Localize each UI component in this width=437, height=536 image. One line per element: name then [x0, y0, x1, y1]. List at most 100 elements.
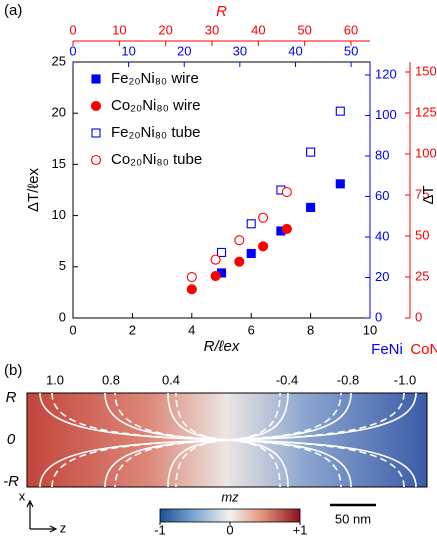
x-tick-label: 4 [188, 322, 195, 337]
data-point [186, 271, 197, 283]
right-tick-label: 40 [375, 228, 389, 243]
y-axis-label: ΔT/ℓex [25, 167, 42, 212]
top-tick-label: 10 [121, 43, 135, 58]
x-tick-label: 6 [248, 322, 255, 337]
data-point [210, 254, 221, 265]
data-point [281, 186, 292, 198]
panel-b [26, 392, 428, 533]
right-axis-name: CoNi [410, 341, 437, 358]
legend-label: Co₂₀Ni₈₀ wire [111, 97, 201, 114]
y-label: R [6, 389, 17, 406]
contour-line [51, 392, 229, 441]
data-point [306, 147, 316, 157]
data-point [335, 106, 345, 116]
colorbar-tick-label: +1 [293, 522, 308, 536]
contour-line [227, 439, 417, 488]
right-tick-label: 50 [415, 227, 429, 242]
data-point [335, 179, 345, 189]
axis-icon-label: x [19, 488, 26, 503]
contour-line [227, 392, 417, 441]
y-label: 0 [7, 431, 16, 448]
right-tick-label: 150 [415, 63, 437, 78]
y-tick-label: 25 [52, 53, 66, 68]
contour-line [175, 392, 229, 441]
right-tick-label: 20 [375, 269, 389, 284]
panel-label: (a) [4, 2, 22, 19]
right-tick-label: 0 [375, 309, 382, 324]
legend-marker [91, 74, 101, 84]
colorbar-tick-label: -1 [154, 522, 166, 536]
contour-line [227, 439, 281, 488]
top-tick-label: 50 [344, 43, 358, 58]
contour-label: 0.8 [102, 372, 120, 387]
contour-line [51, 439, 229, 488]
right-tick-label: 120 [375, 66, 397, 81]
data-point [234, 256, 245, 267]
x-tick-label: 0 [69, 322, 76, 337]
legend-marker [90, 100, 102, 112]
right-tick-label: 80 [375, 147, 389, 162]
contour-line [175, 439, 229, 488]
data-point [246, 219, 256, 229]
axes-icon [26, 499, 58, 533]
data-point [258, 212, 269, 223]
y-tick-label: 0 [59, 309, 66, 324]
colorbar-tick-label: 0 [226, 522, 233, 536]
contours [39, 392, 417, 488]
contour-line [227, 392, 405, 441]
y-tick-label: 20 [52, 105, 66, 120]
data-point [246, 248, 256, 259]
colorbar-label: mz [221, 489, 239, 504]
right-tick-label: 125 [415, 104, 437, 119]
contour-line [227, 439, 405, 488]
contour-line [39, 392, 229, 441]
data-point [216, 247, 227, 258]
top-tick-label: 60 [344, 22, 358, 37]
top-tick-label: 50 [297, 22, 311, 37]
right-axis-name: FeNi [371, 341, 403, 358]
legend-label: Fe₂₀Ni₈₀ wire [111, 70, 199, 87]
right-axis-label: ΔT [420, 185, 437, 204]
data-point [281, 223, 292, 234]
right-tick-label: 60 [375, 188, 389, 203]
legend-label: Co₂₀Ni₈₀ tube [111, 151, 202, 168]
x-tick-label: 2 [129, 322, 136, 337]
data-point [306, 202, 316, 212]
legend-label: Fe₂₀Ni₈₀ tube [111, 124, 201, 141]
data-point [258, 241, 269, 252]
right-tick-label: 100 [415, 145, 437, 160]
right-tick-label: 25 [415, 268, 429, 283]
top-tick-label: 0 [69, 22, 76, 37]
top-tick-label: 0 [69, 43, 76, 58]
y-tick-label: 10 [52, 207, 66, 222]
top-tick-label: 20 [158, 22, 172, 37]
y-tick-label: 15 [52, 156, 66, 171]
top-axis-label: R [216, 3, 227, 20]
legend-marker [91, 128, 101, 138]
x-tick-label: 10 [363, 322, 377, 337]
right-tick-label: 0 [415, 309, 422, 324]
x-tick-label: 8 [307, 322, 314, 337]
colorbar [159, 508, 301, 523]
contour-label: -0.4 [276, 372, 298, 387]
contour-label: 1.0 [46, 372, 64, 387]
right-tick-label: 75 [415, 186, 429, 201]
top-tick-label: 30 [233, 43, 247, 58]
top-tick-label: 10 [112, 22, 126, 37]
top-tick-label: 30 [205, 22, 219, 37]
contour-line [227, 392, 281, 441]
top-tick-label: 20 [177, 43, 191, 58]
data-point [234, 235, 245, 246]
contour-line [39, 439, 229, 488]
data-point [186, 284, 197, 295]
contour-label: -0.8 [337, 372, 359, 387]
axis-icon-label: z [60, 520, 67, 535]
right-tick-label: 100 [375, 107, 397, 122]
x-axis-label: R/ℓex [204, 338, 240, 355]
top-tick-label: 40 [288, 43, 302, 58]
legend-marker [90, 154, 102, 166]
data-point [210, 270, 221, 282]
top-tick-label: 40 [251, 22, 265, 37]
contour-label: -1.0 [394, 372, 416, 387]
